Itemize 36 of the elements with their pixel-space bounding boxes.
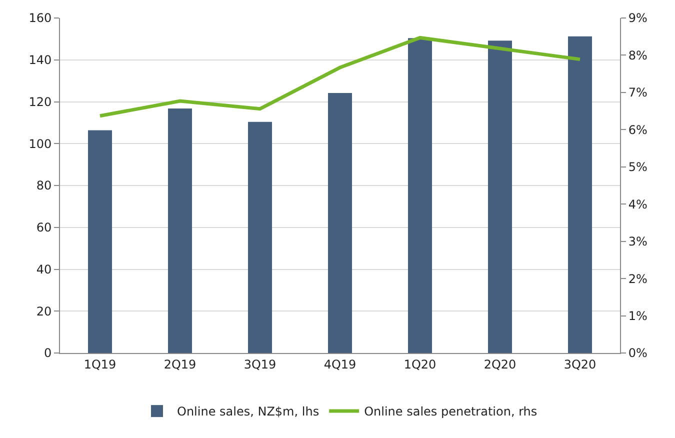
x-tick-label: 1Q20	[404, 357, 436, 372]
legend-label: Online sales, NZ$m, lhs	[177, 404, 320, 419]
y2-tick-label: 1%	[628, 308, 648, 323]
y2-tick-label: 4%	[628, 197, 648, 212]
x-tick-label: 3Q19	[244, 357, 276, 372]
y2-tick-label: 3%	[628, 234, 648, 249]
y-tick-label: 80	[36, 178, 52, 193]
x-tick-label: 1Q19	[84, 357, 116, 372]
bar	[88, 130, 112, 353]
y2-tick-label: 0%	[628, 346, 648, 360]
x-tick-label: 3Q20	[564, 357, 596, 372]
y-tick-label: 100	[28, 136, 52, 151]
y-tick-label: 160	[28, 11, 52, 26]
bar	[408, 38, 432, 353]
bar	[248, 122, 272, 353]
y2-tick-label: 5%	[628, 160, 648, 174]
bar	[328, 92, 352, 353]
y2-tick-label: 6%	[628, 122, 648, 137]
y-tick-label: 60	[36, 220, 52, 235]
bar	[568, 36, 592, 353]
y2-tick-label: 2%	[628, 272, 648, 286]
y-tick-label: 0	[44, 346, 52, 360]
y-tick-label: 20	[36, 304, 52, 318]
y-tick-label: 140	[28, 53, 52, 68]
x-tick-label: 2Q19	[164, 357, 196, 372]
y2-tick-label: 8%	[628, 48, 648, 62]
line-series	[98, 36, 582, 118]
y-tick-label: 40	[36, 262, 52, 276]
bar	[168, 108, 192, 353]
bar	[488, 40, 512, 353]
x-tick-label: 2Q20	[484, 357, 516, 372]
legend-label: Online sales penetration, rhs	[364, 404, 538, 419]
y2-tick-label: 9%	[628, 11, 648, 26]
y2-tick-label: 7%	[628, 86, 648, 100]
y-tick-label: 120	[28, 94, 52, 109]
x-tick-label: 4Q19	[324, 357, 356, 372]
